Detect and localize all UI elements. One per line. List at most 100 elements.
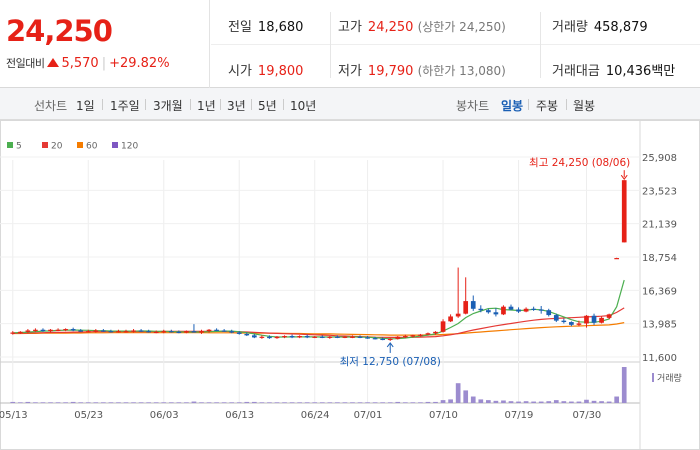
candle-body [591,315,597,323]
volume-legend-swatch [652,373,654,382]
candle-body [25,330,31,332]
volume-bar [63,402,68,403]
toolbar-divider [145,99,146,110]
x-tick-label: 07/10 [429,410,458,421]
candle-body [319,336,325,338]
volume-bar [176,402,182,403]
volume-bar [402,402,408,403]
ma20-line [12,307,625,338]
candle-body [493,312,499,315]
period-1d[interactable]: 1일 [76,99,95,113]
candle-daily[interactable]: 일봉 [501,99,524,113]
volume-bar [478,399,484,403]
period-10y[interactable]: 10년 [290,99,317,113]
volume-bar [274,402,280,403]
candle-body [312,336,318,338]
volume-bar [33,402,38,403]
volume-bar [395,401,401,403]
candle-body [267,336,272,339]
candle-body [176,331,182,334]
volume-bar [486,400,491,403]
candle-body [538,309,544,311]
candle-body [584,315,589,324]
legend-swatch [42,142,48,148]
volume-bar [335,402,340,403]
volume-bar [448,399,453,403]
candle-body [553,315,559,321]
legend-swatch [77,142,83,148]
y-tick-label: 11,600 [642,353,677,364]
amount-stat: 거래대금 10,436백만 [552,60,675,79]
candle-body [146,331,151,333]
candle-body [244,333,250,336]
volume-bar [493,400,499,403]
volume-bar [546,401,552,403]
period-1y[interactable]: 1년 [197,99,216,113]
candle-body [402,336,408,338]
volume-bar [365,402,370,403]
volume-bar [591,400,597,403]
current-price: 24,250 [6,14,113,48]
volume-label: 거래량 [552,20,588,35]
volume-bar [312,402,318,403]
candle-body [387,338,393,341]
volume-bar [319,402,325,403]
candle-monthly[interactable]: 월봉 [573,99,596,113]
period-1w[interactable]: 1주일 [110,99,140,113]
x-tick-label: 07/30 [572,410,601,421]
candle-body [289,336,295,338]
volume-bar [599,401,604,403]
amount-unit: 백만 [651,64,676,79]
x-tick-label: 05/23 [74,410,103,421]
volume-bar [214,402,219,403]
candle-weekly[interactable]: 주봉 [536,99,559,113]
volume-bar [418,402,423,403]
volume-bar [576,401,582,403]
volume-bar [501,400,506,403]
toolbar-divider [251,99,252,110]
candle-body [78,330,84,332]
candle-body [342,336,348,338]
volume-bar [463,390,469,403]
y-tick-label: 16,369 [642,286,677,297]
candle-body [101,330,106,332]
candle-body [372,338,378,340]
volume-bar [516,401,521,403]
high-stat: 고가 24,250 (상한가 24,250) [338,16,506,35]
volume-bar [85,402,91,403]
volume-bar [191,401,197,403]
volume-bar [55,402,61,403]
candle-body [614,258,620,260]
volume-bar [433,401,438,403]
volume-bar [508,401,514,403]
candle-body [282,336,287,338]
quote-summary: 24,250 전일대비 5,570 | +29.82% 전일 18,680 시가 19,8… [0,0,700,88]
volume-bar [297,402,302,403]
volume-bar [70,401,76,403]
x-tick-label: 06/03 [150,410,179,421]
volume-bar [350,402,355,403]
period-3m[interactable]: 3개월 [153,99,183,113]
chart-period-toolbar: 선차트 1일 1주일 3개월 1년 3년 5년 10년 봉차트 일봉 주봉 월봉 [0,88,700,120]
x-tick-label: 07/01 [354,410,383,421]
low-label: 저가 [338,64,362,79]
volume-bar [372,402,378,403]
prev-close-value: 18,680 [257,20,304,35]
stats-row-divider [211,44,700,45]
volume-bar [153,402,159,403]
volume-bar [621,367,627,403]
candle-body [251,335,257,338]
toolbar-divider [220,99,221,110]
period-5y[interactable]: 5년 [258,99,277,113]
period-3y[interactable]: 3년 [227,99,246,113]
candle-body [486,310,491,313]
high-arrow-icon [620,174,628,181]
candle-body [161,331,167,333]
candle-body [350,336,355,338]
change-amount: 5,570 [61,56,99,71]
volume-bar [236,402,242,403]
amount-label: 거래대금 [552,64,600,79]
volume-bar [123,402,129,403]
chart-frame [0,120,700,450]
change-divider: | [101,56,107,71]
